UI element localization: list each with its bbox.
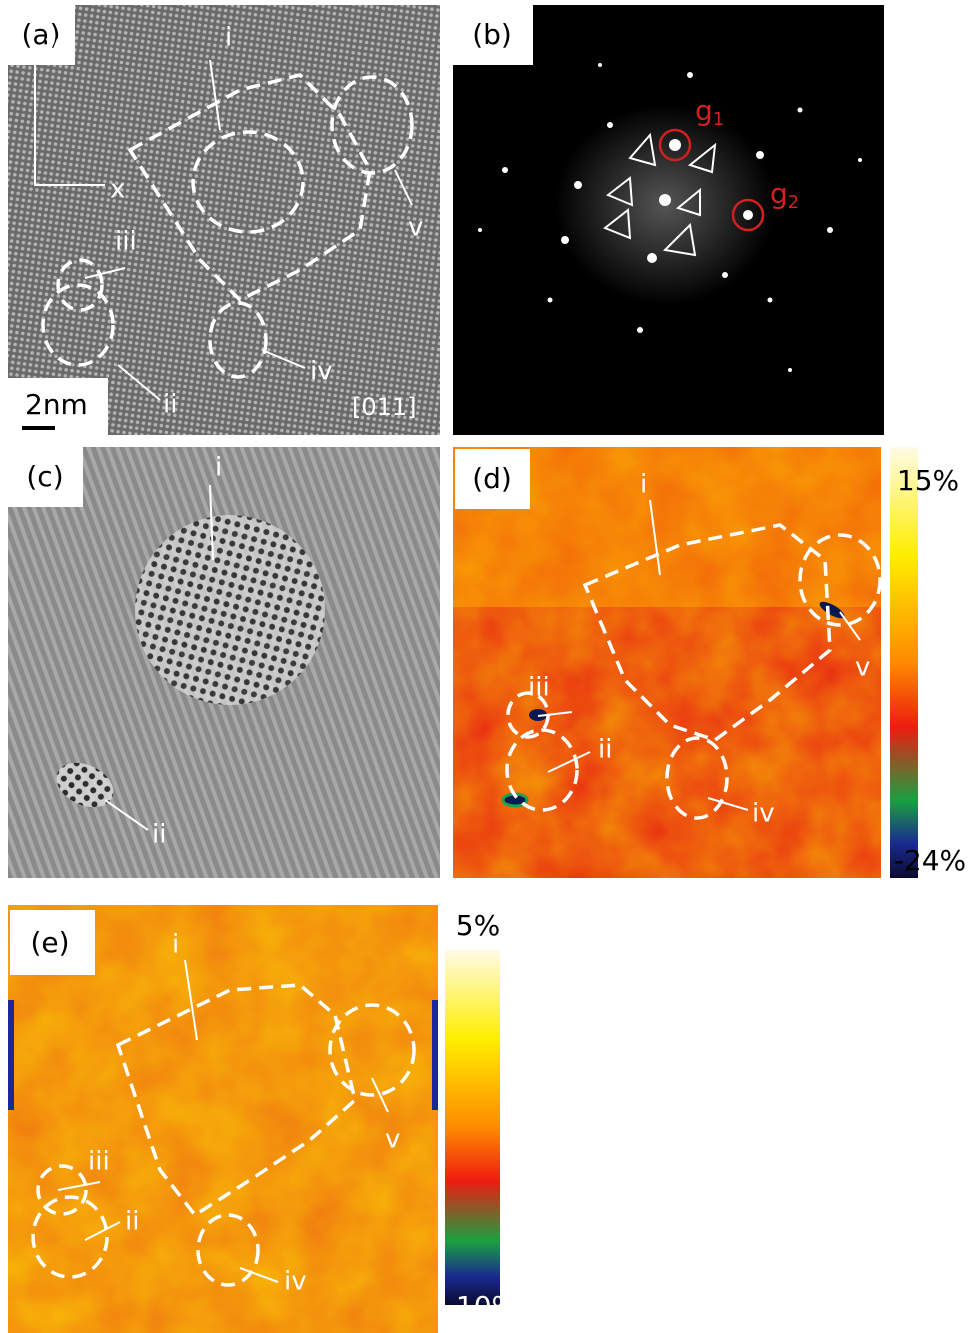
annotation: iv [752,799,775,829]
strain-edge [432,1000,438,1110]
annotation: ii [598,735,612,765]
annotation: i [215,453,222,483]
colorbar-max: 15% [897,464,959,497]
annotation: iii [528,673,550,703]
colorbar-min: -10% [446,1290,518,1323]
dense-region [135,515,325,705]
spot-name: g [695,94,713,127]
panel-d: (d) i ii iii iv v 15% -24% [453,447,966,878]
panel-b: g1 g2 (b) [453,5,884,435]
scale-bar-label: 2nm [25,388,88,421]
annotation: i [172,930,179,960]
axis-x: x [110,175,125,205]
panel-label: (d) [472,462,512,495]
annotation: v [855,653,870,683]
annotation: ii [152,820,166,850]
colorbar-min: -24% [894,844,966,877]
annotation: iv [310,357,333,387]
panel-e: (e) i ii iii iv v 5% -10% [8,905,518,1333]
annotation: i [225,23,232,53]
spot-sub: 1 [713,109,724,130]
annotation: iii [115,227,137,257]
panel-c: (c) i ii [8,447,440,878]
panel-label: (c) [26,460,63,493]
colorbar [445,950,500,1305]
annotation: ii [125,1207,139,1237]
zone-axis: [011] [352,393,417,421]
panel-label: (b) [472,18,512,51]
spot-sub: 2 [788,192,799,213]
annotation: i [640,470,647,500]
annotation: ii [163,390,177,420]
colorbar-max: 5% [456,909,500,942]
panel-a: (a) y x i ii iii iv v 2nm [011] [8,5,440,435]
strain-edge [8,1000,14,1110]
annotation: v [385,1125,400,1155]
annotation: iii [88,1147,110,1177]
axis-y: y [45,30,60,60]
spot-name: g [770,177,788,210]
panel-label: (e) [30,926,69,959]
figure: (a) y x i ii iii iv v 2nm [011] [0,0,971,1333]
colorbar [890,447,918,878]
annotation: v [408,213,423,243]
annotation: iv [284,1267,307,1297]
